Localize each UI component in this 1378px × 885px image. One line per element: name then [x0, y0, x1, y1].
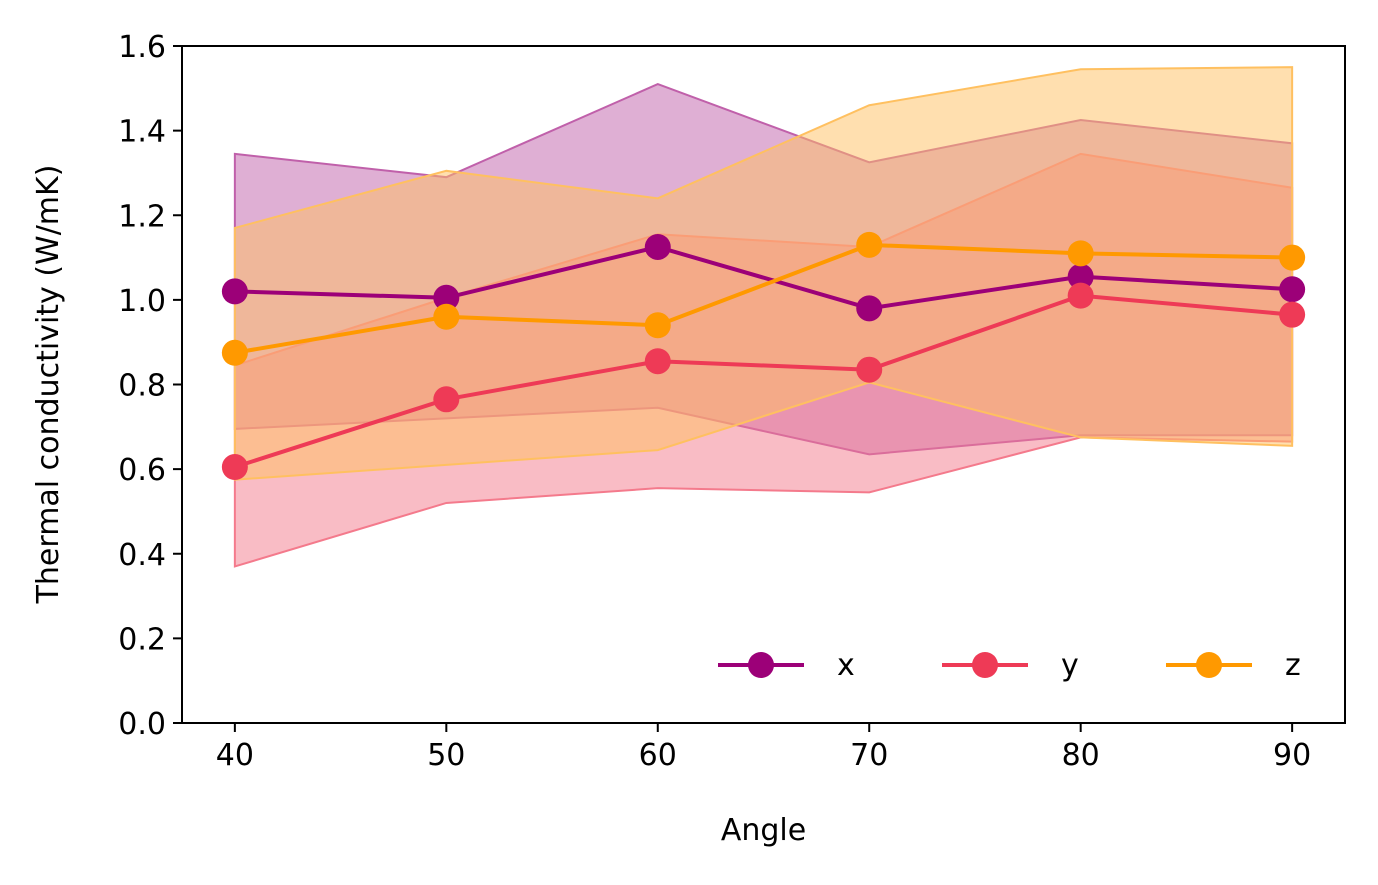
x-tick-label-80: 80	[1062, 738, 1100, 773]
legend-swatch-marker-x	[748, 652, 774, 678]
data-point-z-40	[221, 339, 248, 366]
y-tick-label-1.2: 1.2	[118, 199, 166, 234]
y-tick-label-0.0: 0.0	[118, 707, 166, 742]
x-axis: 40 50 60 70 80 90	[216, 723, 1311, 773]
data-point-y-50	[433, 386, 460, 413]
y-tick-label-0.4: 0.4	[118, 538, 166, 573]
series-lines	[234, 242, 1293, 469]
error-band-z	[233, 66, 1294, 481]
data-point-x-50	[433, 284, 460, 311]
x-axis-title: Angle	[721, 813, 806, 848]
y-tick-label-1.0: 1.0	[118, 284, 166, 319]
data-point-y-70	[856, 356, 883, 383]
x-tick-label-70: 70	[850, 738, 888, 773]
data-point-y-60	[644, 348, 671, 375]
x-tick-label-90: 90	[1273, 738, 1311, 773]
y-tick-label-0.2: 0.2	[118, 622, 166, 657]
data-point-z-70	[856, 231, 883, 258]
data-point-x-60	[644, 233, 671, 260]
y-axis: 0.0 0.2 0.4 0.6 0.8 1.0 1.2 1.4 1.6	[118, 30, 182, 742]
legend-entry-y: y	[942, 648, 1079, 683]
series-line-x	[234, 244, 1293, 311]
legend-label-y: y	[1061, 648, 1079, 683]
data-point-z-50	[433, 303, 460, 330]
legend: x y z	[718, 648, 1301, 683]
data-point-y-40	[221, 454, 248, 481]
y-tick-label-1.6: 1.6	[118, 30, 166, 65]
y-tick-label-0.6: 0.6	[118, 453, 166, 488]
legend-swatch-marker-y	[972, 652, 998, 678]
legend-label-x: x	[837, 648, 855, 683]
x-tick-label-60: 60	[639, 738, 677, 773]
x-tick-label-50: 50	[427, 738, 465, 773]
data-point-x-40	[221, 278, 248, 305]
data-point-z-60	[644, 312, 671, 339]
series-line-y	[234, 293, 1293, 469]
legend-swatch-marker-z	[1196, 652, 1222, 678]
x-tick-label-40: 40	[216, 738, 254, 773]
data-point-x-70	[856, 295, 883, 322]
data-point-y-90	[1279, 301, 1306, 328]
series-line-z	[234, 242, 1293, 355]
data-point-z-90	[1279, 244, 1306, 271]
legend-entry-z: z	[1166, 648, 1301, 683]
data-point-y-80	[1067, 282, 1094, 309]
legend-label-z: z	[1285, 648, 1301, 683]
legend-entry-x: x	[718, 648, 855, 683]
series-markers	[221, 231, 1306, 481]
error-bands	[233, 66, 1294, 568]
y-tick-label-1.4: 1.4	[118, 115, 166, 150]
y-tick-label-0.8: 0.8	[118, 369, 166, 404]
data-point-x-80	[1067, 263, 1094, 290]
data-point-z-80	[1067, 240, 1094, 267]
y-axis-title: Thermal conductivity (W/mK)	[31, 165, 66, 605]
data-point-x-90	[1279, 276, 1306, 303]
